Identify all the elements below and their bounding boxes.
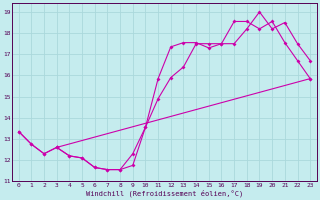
X-axis label: Windchill (Refroidissement éolien,°C): Windchill (Refroidissement éolien,°C) — [86, 189, 243, 197]
